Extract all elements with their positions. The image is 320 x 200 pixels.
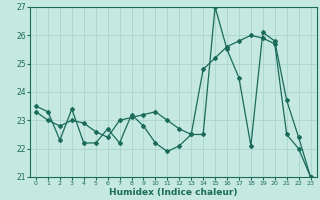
X-axis label: Humidex (Indice chaleur): Humidex (Indice chaleur) <box>109 188 237 197</box>
